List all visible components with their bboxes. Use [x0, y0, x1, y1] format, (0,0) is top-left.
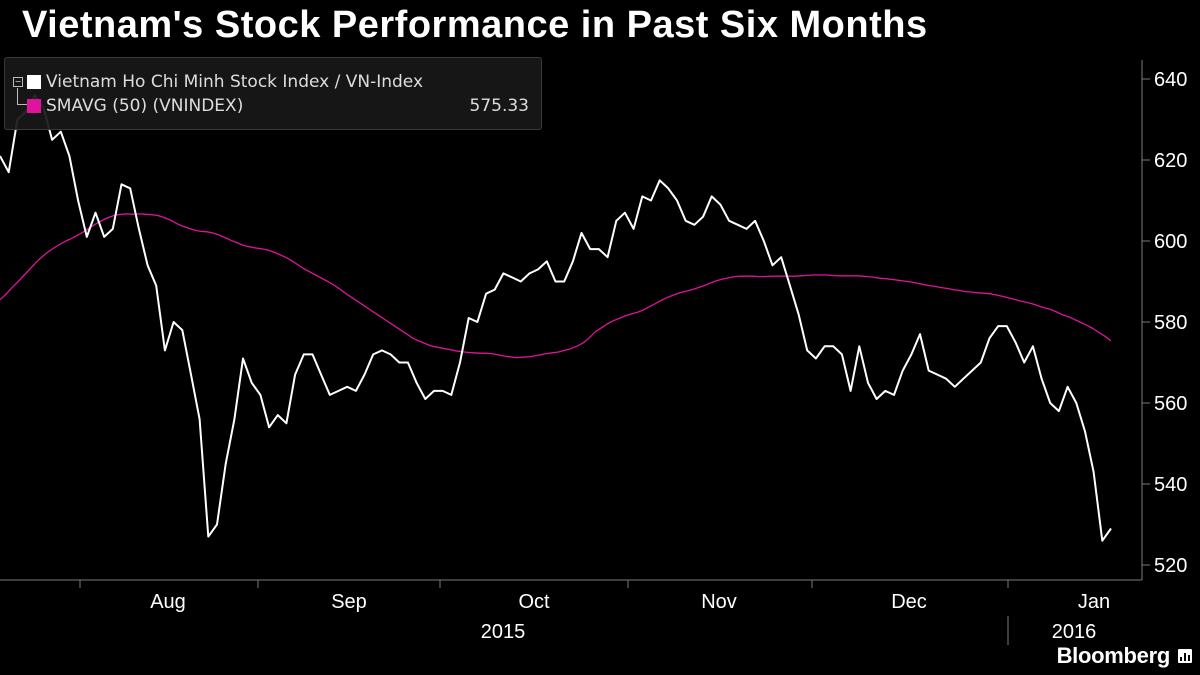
y-tick-label: 600: [1154, 231, 1187, 253]
legend-label-index: Vietnam Ho Chi Minh Stock Index / VN-Ind…: [46, 72, 424, 92]
y-tick-label: 620: [1154, 150, 1187, 172]
x-month-label: Jan: [1078, 591, 1110, 613]
chart-lines: [0, 94, 1112, 542]
y-tick-label: 540: [1154, 474, 1187, 496]
bloomberg-logo-icon: [1178, 649, 1192, 663]
x-month-label: Dec: [891, 591, 927, 613]
x-axis: Aug Sep Oct Nov Dec Jan 2015 2016: [0, 579, 1142, 645]
legend-entry-index: Vietnam Ho Chi Minh Stock Index / VN-Ind…: [5, 72, 541, 94]
x-month-label: Sep: [331, 591, 367, 613]
x-year-label: 2015: [481, 621, 526, 643]
y-tick-label: 560: [1154, 393, 1187, 415]
y-tick-label: 580: [1154, 312, 1187, 334]
y-axis: 520 540 560 580 600 620 640: [1141, 60, 1187, 580]
chart-title: Vietnam's Stock Performance in Past Six …: [22, 4, 928, 46]
y-tick-label: 640: [1154, 69, 1187, 91]
x-year-label: 2016: [1052, 621, 1097, 643]
x-month-label: Aug: [150, 591, 186, 613]
legend-tree-connector: [17, 88, 28, 105]
legend-entry-sma: SMAVG (50) (VNINDEX) 575.33: [5, 96, 541, 118]
brand-name: Bloomberg: [1056, 643, 1171, 668]
chart-legend: − Vietnam Ho Chi Minh Stock Index / VN-I…: [4, 57, 542, 130]
y-tick-label: 520: [1154, 555, 1187, 577]
legend-label-sma: SMAVG (50) (VNINDEX): [46, 96, 244, 116]
index-line: [0, 94, 1112, 542]
sma-swatch-icon: [27, 99, 41, 113]
x-month-label: Oct: [518, 591, 550, 613]
collapse-icon[interactable]: −: [13, 77, 23, 87]
x-month-label: Nov: [701, 591, 737, 613]
legend-value-sma: 575.33: [469, 96, 529, 116]
bloomberg-brand: Bloomberg: [1057, 643, 1192, 669]
index-swatch-icon: [27, 75, 41, 89]
sma-line: [0, 213, 1112, 359]
